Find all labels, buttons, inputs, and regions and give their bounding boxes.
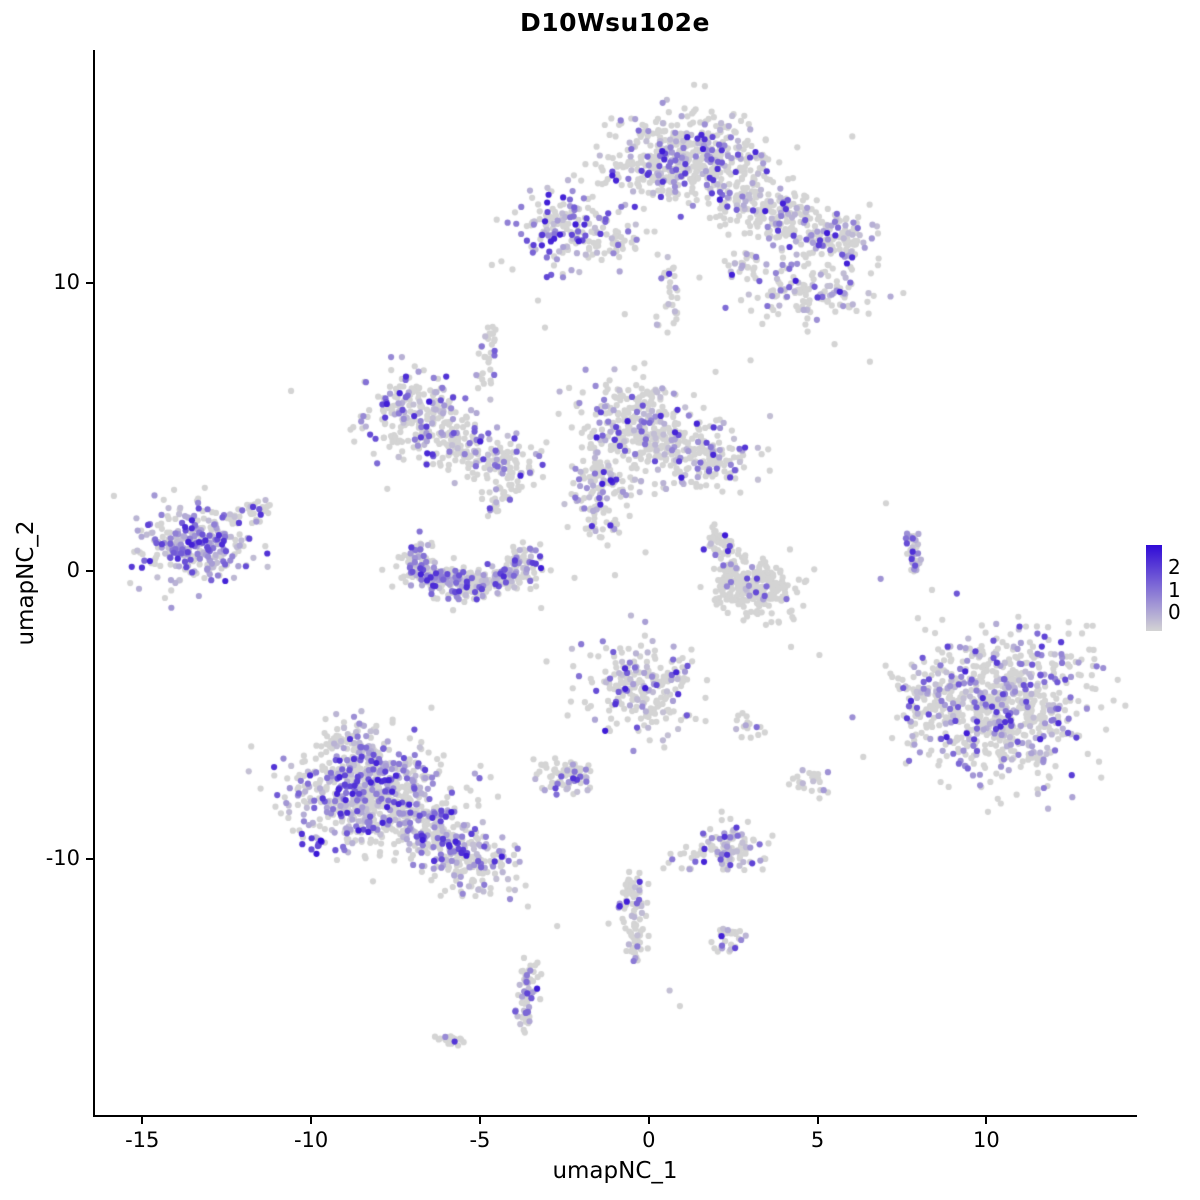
x-tick-mark	[647, 1117, 650, 1124]
x-tick-label: -15	[125, 1128, 160, 1152]
y-axis-line	[93, 50, 95, 1117]
legend-tick-label: 0	[1168, 600, 1181, 624]
x-axis-label: umapNC_1	[552, 1158, 678, 1184]
x-tick-mark	[478, 1117, 481, 1124]
x-tick-mark	[985, 1117, 988, 1124]
y-tick-label: 10	[53, 270, 80, 295]
x-tick-label: 0	[642, 1128, 656, 1152]
x-tick-mark	[816, 1117, 819, 1124]
legend-tick-label: 1	[1168, 578, 1181, 602]
x-tick-label: 10	[973, 1128, 1000, 1152]
y-tick-mark	[86, 569, 93, 572]
colorbar-gradient	[1146, 545, 1162, 631]
x-tick-label: -10	[293, 1128, 329, 1152]
x-axis-line	[93, 1115, 1137, 1117]
x-tick-mark	[141, 1117, 144, 1124]
x-tick-mark	[310, 1117, 313, 1124]
legend-tick-label: 2	[1168, 555, 1181, 579]
y-tick-mark	[86, 282, 93, 285]
colorbar-legend: 2 1 0	[1146, 545, 1200, 637]
y-tick-label: -10	[45, 845, 80, 870]
plot-title: D10Wsu102e	[520, 8, 710, 37]
y-tick-mark	[86, 857, 93, 860]
y-tick-label: 0	[66, 557, 80, 582]
x-tick-label: -5	[469, 1128, 491, 1152]
y-axis-label: umapNC_2	[13, 520, 39, 646]
x-tick-label: 5	[810, 1128, 825, 1152]
